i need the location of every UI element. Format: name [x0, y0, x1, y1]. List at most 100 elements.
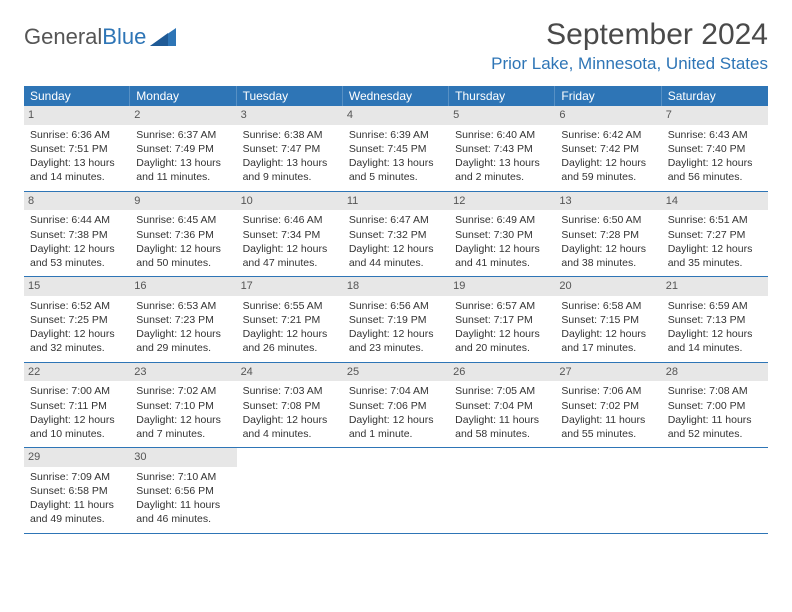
daylight-text: Daylight: 12 hours and 7 minutes. — [136, 413, 230, 441]
sunset-text: Sunset: 6:56 PM — [136, 484, 230, 498]
calendar: SundayMondayTuesdayWednesdayThursdayFrid… — [24, 86, 768, 534]
logo-text-2: Blue — [102, 24, 146, 50]
sunrise-text: Sunrise: 6:50 AM — [561, 213, 655, 227]
sunset-text: Sunset: 7:42 PM — [561, 142, 655, 156]
sunrise-text: Sunrise: 6:45 AM — [136, 213, 230, 227]
daylight-text: Daylight: 12 hours and 20 minutes. — [455, 327, 549, 355]
daylight-text: Daylight: 12 hours and 38 minutes. — [561, 242, 655, 270]
daylight-text: Daylight: 12 hours and 53 minutes. — [30, 242, 124, 270]
sunset-text: Sunset: 7:51 PM — [30, 142, 124, 156]
day-cell: 24Sunrise: 7:03 AMSunset: 7:08 PMDayligh… — [237, 363, 343, 448]
daylight-text: Daylight: 12 hours and 10 minutes. — [30, 413, 124, 441]
sunset-text: Sunset: 7:30 PM — [455, 228, 549, 242]
date-number: 27 — [555, 363, 661, 382]
sunset-text: Sunset: 7:23 PM — [136, 313, 230, 327]
sunset-text: Sunset: 7:40 PM — [668, 142, 762, 156]
empty-cell — [237, 448, 343, 533]
sunset-text: Sunset: 7:34 PM — [243, 228, 337, 242]
day-cell: 15Sunrise: 6:52 AMSunset: 7:25 PMDayligh… — [24, 277, 130, 362]
sunset-text: Sunset: 7:08 PM — [243, 399, 337, 413]
dayname-monday: Monday — [130, 86, 236, 106]
date-number: 24 — [237, 363, 343, 382]
sunset-text: Sunset: 7:47 PM — [243, 142, 337, 156]
daylight-text: Daylight: 12 hours and 50 minutes. — [136, 242, 230, 270]
title-block: September 2024 Prior Lake, Minnesota, Un… — [491, 18, 768, 74]
sunrise-text: Sunrise: 6:42 AM — [561, 128, 655, 142]
sunrise-text: Sunrise: 7:00 AM — [30, 384, 124, 398]
date-number: 1 — [24, 106, 130, 125]
week-row: 1 Sunrise: 6:36 AMSunset: 7:51 PM Daylight… — [24, 106, 768, 192]
daylight-text: Daylight: 12 hours and 35 minutes. — [668, 242, 762, 270]
daylight-text: Daylight: 12 hours and 29 minutes. — [136, 327, 230, 355]
sunrise-text: Sunrise: 6:39 AM — [349, 128, 443, 142]
sunset-text: Sunset: 7:00 PM — [668, 399, 762, 413]
date-number: 28 — [662, 363, 768, 382]
daylight-text: Daylight: 13 hours and 9 minutes. — [243, 156, 337, 184]
sunrise-text: Sunrise: 7:02 AM — [136, 384, 230, 398]
weeks-container: 1 Sunrise: 6:36 AMSunset: 7:51 PM Daylight… — [24, 106, 768, 534]
daylight-text: Daylight: 12 hours and 1 minute. — [349, 413, 443, 441]
date-number: 17 — [237, 277, 343, 296]
day-cell: 6Sunrise: 6:42 AMSunset: 7:42 PMDaylight… — [555, 106, 661, 191]
day-cell: 9Sunrise: 6:45 AMSunset: 7:36 PMDaylight… — [130, 192, 236, 277]
day-cell: 28 Sunrise: 7:08 AMSunset: 7:00 PMDayligh… — [662, 363, 768, 448]
sunset-text: Sunset: 7:38 PM — [30, 228, 124, 242]
date-number: 19 — [449, 277, 555, 296]
date-number: 7 — [662, 106, 768, 125]
sunrise-text: Sunrise: 7:06 AM — [561, 384, 655, 398]
daylight-text: Daylight: 12 hours and 47 minutes. — [243, 242, 337, 270]
daylight-text: Daylight: 12 hours and 56 minutes. — [668, 156, 762, 184]
date-number: 3 — [237, 106, 343, 125]
sunset-text: Sunset: 7:13 PM — [668, 313, 762, 327]
daylight-text: Daylight: 12 hours and 4 minutes. — [243, 413, 337, 441]
sunrise-text: Sunrise: 7:09 AM — [30, 470, 124, 484]
sunset-text: Sunset: 7:49 PM — [136, 142, 230, 156]
empty-cell — [555, 448, 661, 533]
day-cell: 2Sunrise: 6:37 AMSunset: 7:49 PMDaylight… — [130, 106, 236, 191]
date-number: 29 — [24, 448, 130, 467]
date-number: 22 — [24, 363, 130, 382]
dayname-friday: Friday — [555, 86, 661, 106]
day-cell: 12Sunrise: 6:49 AMSunset: 7:30 PMDayligh… — [449, 192, 555, 277]
date-number: 13 — [555, 192, 661, 211]
week-row: 8Sunrise: 6:44 AMSunset: 7:38 PMDaylight… — [24, 192, 768, 278]
day-cell: 21Sunrise: 6:59 AMSunset: 7:13 PMDayligh… — [662, 277, 768, 362]
logo: GeneralBlue — [24, 18, 176, 50]
sunset-text: Sunset: 6:58 PM — [30, 484, 124, 498]
daylight-text: Daylight: 13 hours and 11 minutes. — [136, 156, 230, 184]
date-number: 20 — [555, 277, 661, 296]
date-number: 25 — [343, 363, 449, 382]
daylight-text: Daylight: 12 hours and 32 minutes. — [30, 327, 124, 355]
sunset-text: Sunset: 7:43 PM — [455, 142, 549, 156]
sunrise-text: Sunrise: 7:08 AM — [668, 384, 762, 398]
logo-text-1: General — [24, 24, 102, 50]
date-number: 18 — [343, 277, 449, 296]
day-cell: 10Sunrise: 6:46 AMSunset: 7:34 PMDayligh… — [237, 192, 343, 277]
day-cell: 7Sunrise: 6:43 AMSunset: 7:40 PMDaylight… — [662, 106, 768, 191]
sunset-text: Sunset: 7:36 PM — [136, 228, 230, 242]
sunset-text: Sunset: 7:17 PM — [455, 313, 549, 327]
day-cell: 19Sunrise: 6:57 AMSunset: 7:17 PMDayligh… — [449, 277, 555, 362]
dayname-thursday: Thursday — [449, 86, 555, 106]
sunset-text: Sunset: 7:27 PM — [668, 228, 762, 242]
sunrise-text: Sunrise: 6:36 AM — [30, 128, 124, 142]
daylight-text: Daylight: 11 hours and 46 minutes. — [136, 498, 230, 526]
day-cell: 16Sunrise: 6:53 AMSunset: 7:23 PMDayligh… — [130, 277, 236, 362]
sunset-text: Sunset: 7:15 PM — [561, 313, 655, 327]
date-number: 6 — [555, 106, 661, 125]
date-number: 30 — [130, 448, 236, 467]
week-row: 29 Sunrise: 7:09 AMSunset: 6:58 PM Dayligh… — [24, 448, 768, 534]
sunset-text: Sunset: 7:25 PM — [30, 313, 124, 327]
sunset-text: Sunset: 7:10 PM — [136, 399, 230, 413]
date-number: 21 — [662, 277, 768, 296]
sunrise-text: Sunrise: 6:51 AM — [668, 213, 762, 227]
empty-cell — [662, 448, 768, 533]
sunrise-text: Sunrise: 6:55 AM — [243, 299, 337, 313]
daylight-text: Daylight: 11 hours and 52 minutes. — [668, 413, 762, 441]
sunset-text: Sunset: 7:06 PM — [349, 399, 443, 413]
day-cell: 26Sunrise: 7:05 AMSunset: 7:04 PMDayligh… — [449, 363, 555, 448]
date-number: 2 — [130, 106, 236, 125]
week-row: 22Sunrise: 7:00 AMSunset: 7:11 PMDayligh… — [24, 363, 768, 449]
sunrise-text: Sunrise: 6:38 AM — [243, 128, 337, 142]
day-cell: 25Sunrise: 7:04 AMSunset: 7:06 PMDayligh… — [343, 363, 449, 448]
